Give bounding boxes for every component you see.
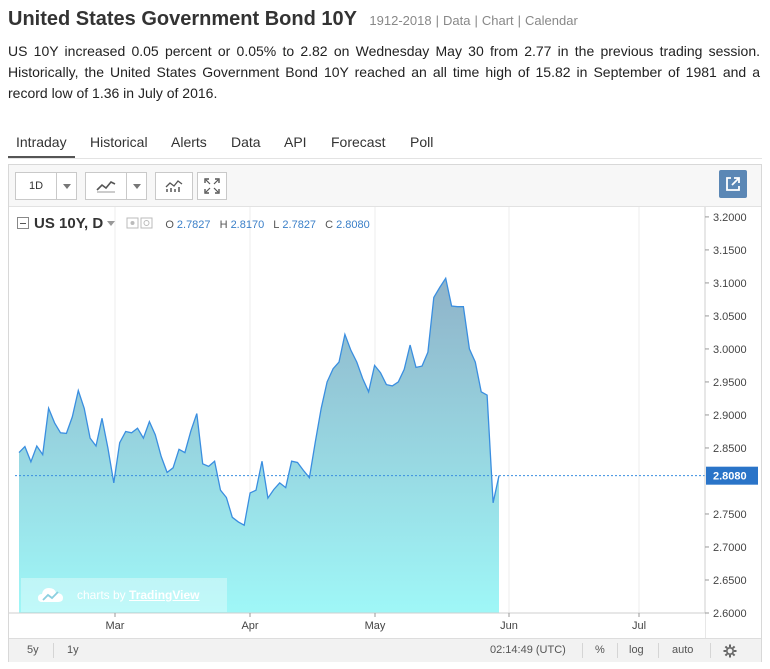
- price-axis-label: 3.0500: [713, 311, 747, 323]
- price-axis-label: 2.6000: [713, 608, 747, 620]
- tab-api[interactable]: API: [284, 134, 307, 150]
- fullscreen-icon: [204, 178, 220, 194]
- fullscreen-button[interactable]: [197, 172, 227, 200]
- divider: [658, 643, 659, 658]
- auto-scale-toggle[interactable]: auto: [672, 644, 694, 656]
- link-separator: |: [474, 13, 478, 28]
- chart-svg: 3.2000 3.1500 3.1000 3.0500 3.0000 2.9500 2.90…: [9, 207, 761, 638]
- range-1y-button[interactable]: 1y: [67, 644, 79, 656]
- price-axis-label: 2.9000: [713, 410, 747, 422]
- legend-open-label: O: [165, 219, 174, 231]
- legend-high-value: 2.8170: [230, 219, 265, 231]
- indicators-icon: [165, 180, 183, 192]
- tab-bar: Intraday Historical Alerts Data API Fore…: [8, 126, 762, 159]
- eye-icon[interactable]: [126, 217, 156, 229]
- tab-data[interactable]: Data: [231, 134, 261, 150]
- collapse-icon[interactable]: [17, 217, 29, 229]
- external-link-icon: [726, 177, 740, 191]
- tab-forecast[interactable]: Forecast: [331, 134, 386, 150]
- watermark-brand-link[interactable]: TradingView: [129, 588, 200, 602]
- divider: [53, 643, 54, 658]
- interval-dropdown[interactable]: [57, 172, 77, 200]
- price-axis: [705, 207, 761, 638]
- chart-style-dropdown[interactable]: [127, 172, 147, 200]
- price-axis-label: 2.7000: [713, 542, 747, 554]
- last-price-label: 2.8080: [713, 471, 747, 483]
- cloud-logo-icon: [38, 588, 63, 602]
- tradingview-watermark[interactable]: charts by TradingView: [21, 578, 227, 612]
- link-data[interactable]: Data: [442, 13, 471, 28]
- percent-scale-toggle[interactable]: %: [595, 644, 605, 656]
- tab-intraday[interactable]: Intraday: [8, 126, 75, 158]
- page-header: United States Government Bond 10Y 1912-2…: [8, 8, 762, 36]
- chart-bottom-bar: 5y 1y 02:14:49 (UTC) % log auto: [9, 638, 761, 662]
- legend-open-value: 2.7827: [176, 219, 211, 231]
- series-area: [19, 278, 499, 613]
- settings-gear-icon[interactable]: [723, 644, 737, 658]
- legend-symbol: US 10Y, D: [34, 215, 104, 232]
- time-axis-label: Mar: [106, 620, 125, 632]
- price-axis-label: 3.1000: [713, 278, 747, 290]
- legend-close-value: 2.8080: [336, 219, 370, 231]
- watermark-prefix: charts by: [77, 588, 126, 602]
- link-separator: |: [435, 13, 439, 28]
- chart-widget: 1D: [8, 164, 762, 662]
- legend-high-label: H: [219, 219, 228, 231]
- tab-alerts[interactable]: Alerts: [171, 134, 207, 150]
- header-years: 1912-2018: [369, 13, 432, 28]
- divider: [710, 643, 711, 658]
- last-price-tag: [706, 466, 758, 485]
- divider: [582, 643, 583, 658]
- time-axis: [9, 613, 705, 638]
- link-chart[interactable]: Chart: [481, 13, 514, 28]
- link-separator: |: [517, 13, 522, 28]
- price-axis-label: 2.9500: [713, 377, 747, 389]
- price-axis-label: 3.1500: [713, 245, 747, 257]
- time-axis-label: Jun: [500, 620, 518, 632]
- price-chart[interactable]: 3.2000 3.1500 3.1000 3.0500 3.0000 2.9500 2.90…: [9, 207, 761, 639]
- chevron-down-icon[interactable]: [107, 221, 116, 226]
- legend-low-value: 2.7827: [282, 219, 317, 231]
- tab-historical[interactable]: Historical: [90, 134, 148, 150]
- page-title: United States Government Bond 10Y: [8, 8, 357, 30]
- line-chart-icon: [96, 181, 116, 193]
- price-axis-label: 2.6500: [713, 575, 747, 587]
- log-scale-toggle[interactable]: log: [629, 644, 644, 656]
- range-5y-button[interactable]: 5y: [27, 644, 39, 656]
- price-axis-label: 2.8500: [713, 443, 747, 455]
- chart-legend: US 10Y, D O 2.7827 H 2.8170 L 2.7827 C 2.808…: [17, 215, 370, 235]
- chart-toolbar: 1D: [9, 165, 761, 207]
- legend-low-label: L: [273, 219, 280, 231]
- chart-style-button[interactable]: [85, 172, 127, 200]
- price-axis-label: 3.2000: [713, 212, 747, 224]
- clock-time: 02:14:49 (UTC): [490, 644, 566, 656]
- time-axis-label: May: [365, 620, 386, 632]
- description-text: US 10Y increased 0.05 percent or 0.05% t…: [8, 43, 760, 101]
- price-axis-label: 3.0000: [713, 344, 747, 356]
- price-axis-label: 2.7500: [713, 509, 747, 521]
- link-calendar[interactable]: Calendar: [525, 13, 578, 28]
- popout-button[interactable]: [719, 170, 747, 198]
- divider: [617, 643, 618, 658]
- time-axis-label: Jul: [632, 620, 646, 632]
- interval-button[interactable]: 1D: [15, 172, 57, 200]
- tab-poll[interactable]: Poll: [410, 134, 434, 150]
- indicators-button[interactable]: [155, 172, 193, 200]
- time-axis-label: Apr: [241, 620, 258, 632]
- header-links: 1912-2018 | Data | Chart | Calendar: [369, 13, 577, 28]
- legend-close-label: C: [325, 219, 334, 231]
